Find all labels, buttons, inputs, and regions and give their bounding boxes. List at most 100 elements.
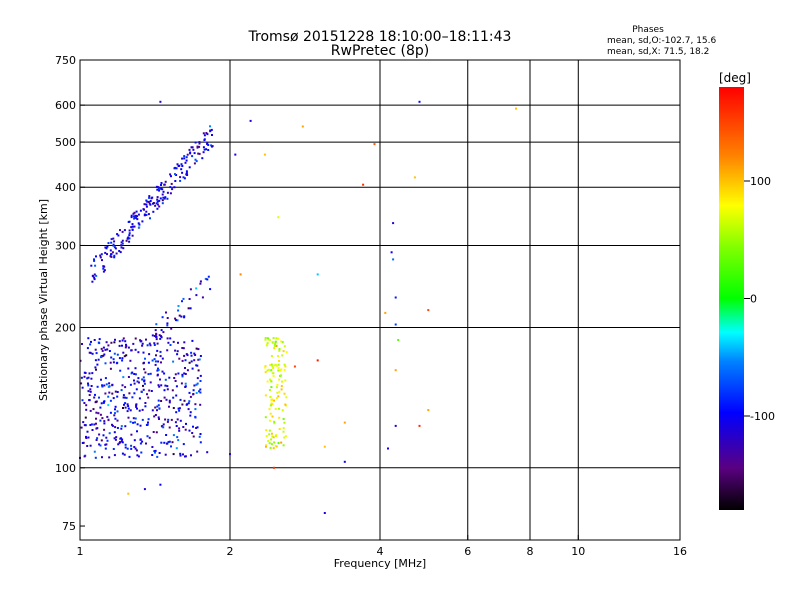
colorbar-tick-label: 100 bbox=[750, 175, 771, 188]
data-point bbox=[145, 214, 148, 216]
data-point bbox=[166, 324, 169, 327]
data-point bbox=[184, 367, 186, 369]
y-tick-label: 100 bbox=[55, 462, 76, 475]
data-point bbox=[141, 378, 144, 381]
data-point bbox=[188, 166, 191, 169]
data-point bbox=[133, 211, 136, 214]
data-point bbox=[121, 242, 124, 245]
data-point bbox=[141, 408, 144, 411]
data-point bbox=[112, 397, 115, 400]
data-point bbox=[178, 407, 181, 410]
data-point bbox=[268, 389, 271, 391]
data-point bbox=[185, 156, 188, 159]
data-point bbox=[188, 400, 191, 403]
data-point bbox=[168, 376, 171, 379]
data-point bbox=[129, 359, 132, 362]
data-point bbox=[124, 346, 127, 349]
data-point bbox=[114, 247, 117, 250]
data-point bbox=[147, 421, 149, 424]
data-point bbox=[113, 240, 116, 243]
data-point bbox=[110, 341, 113, 344]
data-point bbox=[131, 228, 134, 231]
data-point bbox=[269, 446, 272, 449]
data-point bbox=[267, 440, 270, 443]
data-point bbox=[165, 311, 167, 314]
data-point bbox=[280, 388, 283, 391]
data-point bbox=[270, 355, 273, 358]
data-point bbox=[130, 216, 133, 219]
data-point bbox=[270, 380, 273, 383]
data-point bbox=[181, 165, 184, 167]
data-point bbox=[173, 186, 176, 189]
data-point bbox=[274, 408, 277, 410]
data-point bbox=[160, 329, 163, 332]
data-point bbox=[162, 426, 165, 429]
data-point bbox=[181, 403, 184, 406]
data-point bbox=[184, 382, 187, 385]
data-point bbox=[392, 258, 395, 261]
data-point bbox=[278, 348, 281, 350]
data-point bbox=[148, 342, 151, 345]
data-point bbox=[111, 383, 114, 386]
data-point bbox=[397, 339, 400, 341]
data-point bbox=[156, 186, 159, 188]
data-point bbox=[275, 337, 278, 340]
data-point bbox=[206, 141, 209, 144]
data-point bbox=[275, 386, 278, 389]
data-point bbox=[86, 347, 89, 350]
data-point bbox=[129, 409, 132, 412]
data-point bbox=[94, 264, 97, 267]
data-point bbox=[124, 443, 127, 446]
data-point bbox=[116, 361, 119, 364]
phases-info-line1: mean, sd,O:-102.7, 15.6 bbox=[607, 36, 717, 46]
data-point bbox=[285, 396, 288, 399]
data-point bbox=[196, 377, 199, 380]
data-point bbox=[140, 340, 143, 343]
data-point bbox=[148, 195, 151, 198]
data-point bbox=[89, 388, 92, 391]
data-point bbox=[191, 432, 194, 434]
data-point bbox=[160, 335, 162, 338]
data-point bbox=[100, 439, 103, 442]
data-point bbox=[175, 394, 178, 397]
data-point bbox=[283, 392, 286, 395]
data-point bbox=[185, 422, 187, 425]
data-point bbox=[269, 364, 272, 366]
y-axis-label: Stationary phase Virtual Height [km] bbox=[37, 199, 50, 401]
data-point bbox=[184, 359, 187, 362]
data-point bbox=[96, 437, 99, 440]
data-point bbox=[136, 407, 138, 410]
data-point bbox=[211, 145, 213, 148]
data-point bbox=[116, 395, 119, 398]
data-point bbox=[104, 443, 107, 446]
data-point bbox=[141, 440, 144, 443]
data-point bbox=[195, 294, 198, 297]
data-point bbox=[110, 238, 113, 241]
data-point bbox=[174, 373, 177, 376]
data-point bbox=[270, 363, 273, 366]
data-point bbox=[123, 403, 125, 406]
data-point bbox=[135, 210, 138, 213]
data-point bbox=[163, 396, 166, 399]
data-point bbox=[316, 273, 319, 276]
data-point bbox=[101, 385, 104, 388]
data-point bbox=[94, 366, 97, 369]
data-point bbox=[131, 371, 134, 374]
data-point bbox=[157, 360, 160, 363]
data-point bbox=[122, 376, 125, 379]
data-point bbox=[199, 280, 202, 283]
data-point bbox=[394, 296, 397, 299]
data-point bbox=[272, 466, 275, 469]
data-point bbox=[154, 363, 157, 366]
data-point bbox=[112, 361, 115, 364]
data-point bbox=[167, 341, 170, 344]
data-point bbox=[265, 429, 268, 432]
data-point bbox=[201, 157, 204, 160]
data-point bbox=[170, 327, 173, 330]
data-point bbox=[142, 208, 145, 211]
data-point bbox=[157, 187, 160, 190]
data-point bbox=[141, 344, 144, 347]
data-point bbox=[191, 155, 194, 158]
data-point bbox=[175, 319, 177, 322]
data-point bbox=[83, 375, 86, 378]
